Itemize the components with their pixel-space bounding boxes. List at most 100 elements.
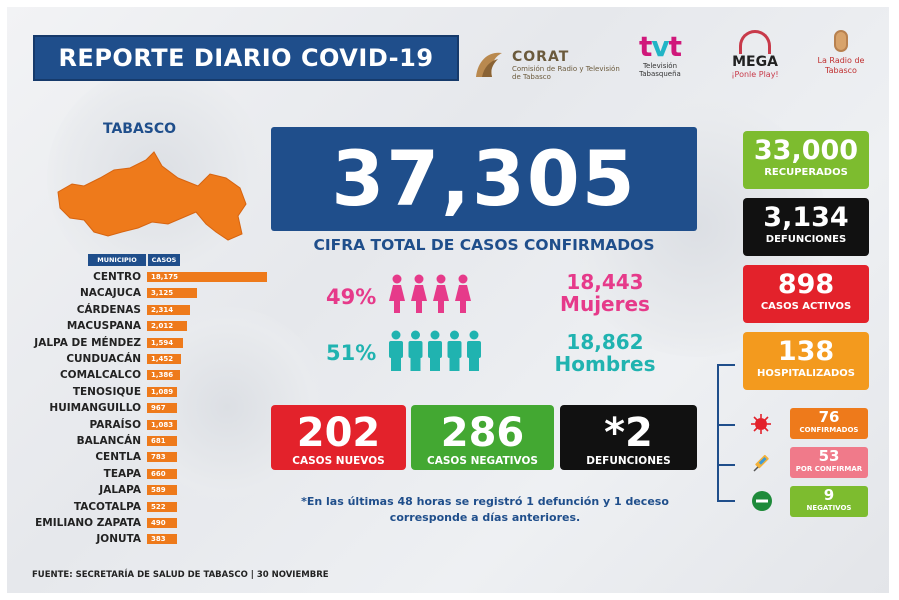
- cases-bar: [147, 403, 177, 414]
- municipio-name: CENTRO: [93, 271, 141, 283]
- cases-bar: [147, 518, 177, 528]
- hosp-pending-box: 53 POR CONFIRMAR: [790, 447, 868, 478]
- cases-bar: [147, 419, 177, 430]
- infographic: [7, 7, 889, 593]
- hosp-pending-label: POR CONFIRMAR: [795, 465, 863, 473]
- source-footer: FUENTE: SECRETARÍA DE SALUD DE TABASCO |…: [32, 570, 329, 580]
- man-icon: [389, 330, 403, 371]
- tvt-name: tvt: [638, 30, 682, 63]
- hosp-negative-box: 9 NEGATIVOS: [790, 486, 868, 517]
- table-row: COMALCALCO 1,386: [0, 368, 300, 382]
- hospitalized-box: 138 HOSPITALIZADOS: [743, 332, 869, 390]
- hosp-negative-value: 9: [823, 486, 835, 504]
- table-row: CENTRO 18,175: [0, 270, 300, 284]
- tvt-subtitle: Televisión Tabasqueña: [639, 62, 681, 78]
- hospital-breakdown-bracket: [717, 364, 735, 502]
- total-cases-label: CIFRA TOTAL DE CASOS CONFIRMADOS: [313, 236, 655, 254]
- cases-value: 2,314: [151, 305, 174, 314]
- cases-value: 1,452: [151, 355, 174, 363]
- col-municipio: MUNICIPIO: [88, 254, 146, 266]
- total-deaths-value: 3,134: [763, 202, 849, 233]
- cases-value: 3,125: [151, 289, 174, 298]
- table-header: MUNICIPIO CASOS: [88, 254, 180, 266]
- tabasco-map: [57, 151, 247, 241]
- mega-subtitle: ¡Ponle Play!: [731, 70, 779, 79]
- mega-headphones-icon: [739, 30, 771, 54]
- women-icons: [389, 274, 471, 313]
- new-cases-label: CASOS NUEVOS: [292, 455, 385, 467]
- bracket-tick: [717, 424, 735, 426]
- table-row: JALPA DE MÉNDEZ 1,594: [0, 336, 300, 350]
- men-count: 18,862 Hombres: [540, 331, 670, 375]
- cases-bar: [147, 304, 190, 315]
- cases-value: 1,386: [151, 371, 174, 380]
- daily-deaths-value: *2: [604, 410, 653, 456]
- new-cases-box: 202 CASOS NUEVOS: [271, 405, 406, 470]
- hosp-confirmed-value: 76: [818, 408, 840, 426]
- cases-bar: [147, 272, 267, 282]
- syringe-icon: [753, 454, 769, 472]
- table-row: EMILIANO ZAPATA 490: [0, 516, 300, 530]
- active-cases-box: 898 CASOS ACTIVOS: [743, 265, 869, 323]
- daily-deaths-label: DEFUNCIONES: [586, 455, 671, 467]
- men-label: Hombres: [554, 352, 656, 376]
- table-row: HUIMANGUILLO 967: [0, 401, 300, 415]
- man-icon: [408, 330, 423, 371]
- cases-bar: [147, 288, 197, 299]
- total-cases-value: 37,305: [331, 134, 637, 223]
- table-row: BALANCÁN 681: [0, 434, 300, 448]
- municipio-name: JALAPA: [99, 484, 141, 497]
- municipio-name: BALANCÁN: [76, 435, 141, 447]
- table-row: NACAJUCA 3,125: [0, 286, 300, 300]
- municipio-name: JONUTA: [96, 533, 141, 546]
- cases-value: 660: [151, 469, 166, 478]
- total-deaths-box: 3,134 DEFUNCIONES: [743, 198, 869, 256]
- cases-value: 1,083: [151, 420, 174, 429]
- municipio-name: CÁRDENAS: [76, 303, 141, 316]
- cases-value: 1,594: [151, 338, 174, 347]
- daily-deaths-box: *2 DEFUNCIONES: [560, 405, 697, 470]
- cases-value: 522: [151, 502, 166, 511]
- cases-value: 783: [151, 453, 166, 462]
- men-percent: 51%: [326, 341, 377, 365]
- microphone-icon: [834, 30, 848, 52]
- recovered-label: RECUPERADOS: [764, 167, 848, 178]
- women-percent: 49%: [326, 285, 377, 309]
- active-cases-label: CASOS ACTIVOS: [760, 301, 852, 312]
- hospitalized-value: 138: [777, 336, 835, 367]
- radio-tabasco-logo: La Radio de Tabasco: [806, 30, 876, 76]
- cases-bar: [147, 534, 177, 545]
- cases-value: 1,089: [151, 387, 174, 396]
- table-row: CENTLA 783: [0, 450, 300, 464]
- cases-bar: [147, 485, 177, 496]
- municipio-name: PARAÍSO: [89, 418, 141, 431]
- municipio-name: MACUSPANA: [66, 320, 141, 333]
- women-count-value: 18,443: [566, 270, 644, 294]
- report-title-bar: REPORTE DIARIO COVID-19: [33, 35, 459, 81]
- municipio-name: CENTLA: [95, 451, 141, 464]
- municipio-name: CUNDUACÁN: [66, 353, 141, 365]
- recovered-box: 33,000 RECUPERADOS: [743, 131, 869, 189]
- state-label: TABASCO: [103, 121, 177, 137]
- report-title: REPORTE DIARIO COVID-19: [58, 44, 434, 72]
- table-row: MACUSPANA 2,012: [0, 319, 300, 333]
- tvt-logo: tvt Televisión Tabasqueña: [630, 30, 690, 79]
- cases-bar: [147, 436, 177, 446]
- municipio-name: NACAJUCA: [79, 287, 141, 300]
- col-casos: CASOS: [148, 254, 180, 266]
- man-icon: [428, 330, 442, 371]
- hosp-confirmed-box: 76 CONFIRMADOS: [790, 408, 868, 439]
- table-row: JONUTA 383: [0, 532, 300, 546]
- women-label: Mujeres: [560, 292, 650, 316]
- municipio-name: EMILIANO ZAPATA: [35, 517, 141, 529]
- cases-bar: [147, 452, 177, 463]
- recovered-value: 33,000: [753, 135, 859, 166]
- hospitalized-label: HOSPITALIZADOS: [757, 368, 855, 379]
- minus-circle-icon: [752, 491, 772, 511]
- cases-value: 490: [151, 519, 166, 527]
- cases-value: 383: [151, 535, 166, 544]
- cases-value: 967: [151, 404, 166, 413]
- hosp-confirmed-label: CONFIRMADOS: [799, 426, 859, 434]
- table-row: TENOSIQUE 1,089: [0, 385, 300, 399]
- mega-logo: MEGA ¡Ponle Play!: [722, 30, 788, 80]
